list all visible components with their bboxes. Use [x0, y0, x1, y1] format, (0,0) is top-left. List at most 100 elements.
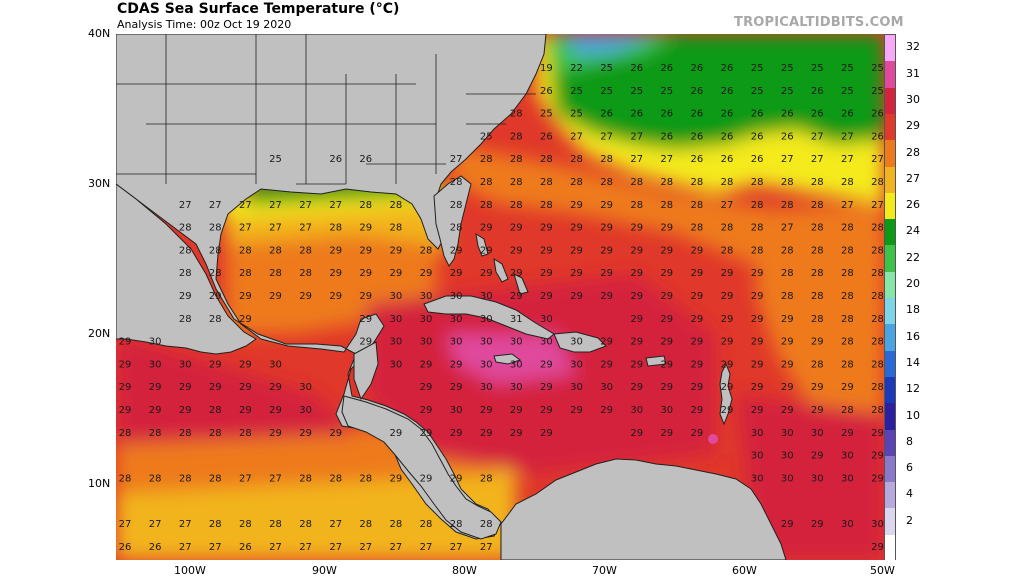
sst-value: 29 — [149, 405, 162, 416]
sst-value: 26 — [691, 109, 704, 120]
sst-value: 29 — [660, 245, 673, 256]
sst-value: 29 — [660, 359, 673, 370]
sst-value: 29 — [390, 428, 403, 439]
hispaniola — [553, 331, 607, 353]
sst-value: 30 — [390, 337, 403, 348]
colorbar-label: 10 — [906, 408, 920, 422]
sst-value: 30 — [811, 473, 824, 484]
colorbar-segment — [885, 35, 895, 62]
sst-value: 29 — [871, 473, 884, 484]
sst-value: 30 — [450, 337, 463, 348]
sst-value: 28 — [691, 200, 704, 211]
sst-value: 30 — [420, 337, 433, 348]
sst-value: 28 — [239, 428, 252, 439]
colorbar-segment — [885, 376, 895, 404]
colorbar-label: 30 — [906, 92, 920, 106]
sst-value: 29 — [329, 291, 342, 302]
sst-value: 29 — [570, 291, 583, 302]
sst-value: 28 — [209, 405, 222, 416]
sst-value: 29 — [751, 382, 764, 393]
sst-value: 27 — [269, 200, 282, 211]
sst-value: 29 — [269, 405, 282, 416]
sst-value: 27 — [269, 223, 282, 234]
hot-spot — [708, 434, 718, 444]
sst-value: 28 — [239, 268, 252, 279]
sst-value: 25 — [781, 63, 794, 74]
sst-value: 29 — [390, 268, 403, 279]
sst-value: 29 — [329, 428, 342, 439]
sst-value: 28 — [239, 519, 252, 530]
sst-value: 28 — [841, 405, 854, 416]
sst-value: 28 — [871, 291, 884, 302]
sst-value: 29 — [691, 245, 704, 256]
sst-value: 28 — [781, 291, 794, 302]
sst-value: 28 — [630, 200, 643, 211]
sst-value: 25 — [841, 86, 854, 97]
sst-value: 28 — [751, 223, 764, 234]
sst-value: 29 — [540, 245, 553, 256]
sst-value: 29 — [450, 473, 463, 484]
colorbar-segment — [885, 350, 895, 378]
sst-value: 28 — [480, 200, 493, 211]
sst-value: 26 — [871, 109, 884, 120]
sst-value: 26 — [721, 154, 734, 165]
sst-value: 30 — [510, 382, 523, 393]
sst-value: 29 — [630, 291, 643, 302]
sst-value: 28 — [570, 154, 583, 165]
sst-value: 26 — [721, 86, 734, 97]
sst-value: 29 — [510, 245, 523, 256]
colorbar-label: 26 — [906, 198, 920, 212]
sst-value: 28 — [480, 154, 493, 165]
sst-value: 28 — [299, 245, 312, 256]
sst-value: 31 — [510, 314, 523, 325]
sst-value: 27 — [299, 223, 312, 234]
sst-value: 28 — [540, 154, 553, 165]
sst-value: 27 — [841, 154, 854, 165]
sst-value: 29 — [239, 382, 252, 393]
sst-value: 30 — [480, 382, 493, 393]
sst-value: 28 — [781, 268, 794, 279]
sst-value: 26 — [811, 109, 824, 120]
sst-value: 29 — [420, 359, 433, 370]
sst-value: 29 — [480, 428, 493, 439]
sst-value: 28 — [179, 428, 192, 439]
sst-value: 28 — [751, 245, 764, 256]
analysis-time: Analysis Time: 00z Oct 19 2020 — [117, 18, 292, 31]
sst-value: 27 — [269, 542, 282, 553]
sst-value: 30 — [841, 519, 854, 530]
sst-value: 29 — [600, 200, 613, 211]
colorbar-label: 28 — [906, 145, 920, 159]
sst-value: 26 — [630, 63, 643, 74]
sst-value: 27 — [450, 154, 463, 165]
sst-value: 29 — [420, 268, 433, 279]
sst-value: 30 — [450, 405, 463, 416]
sst-value: 29 — [691, 291, 704, 302]
sst-value: 30 — [149, 359, 162, 370]
colorbar-label: 8 — [906, 434, 913, 448]
colorbar-segment — [885, 324, 895, 352]
colorbar-label: 16 — [906, 329, 920, 343]
sst-value: 29 — [751, 405, 764, 416]
sst-value: 25 — [660, 86, 673, 97]
sst-value: 29 — [660, 382, 673, 393]
sst-value: 29 — [841, 382, 854, 393]
sst-value: 27 — [179, 542, 192, 553]
sst-value: 28 — [871, 268, 884, 279]
sst-value: 30 — [269, 359, 282, 370]
sst-value: 29 — [811, 382, 824, 393]
sst-value: 29 — [600, 245, 613, 256]
sst-value: 29 — [660, 314, 673, 325]
sst-value: 29 — [630, 223, 643, 234]
sst-field — [116, 34, 884, 560]
sst-value: 27 — [149, 519, 162, 530]
sst-value: 28 — [841, 177, 854, 188]
sst-value: 30 — [630, 405, 643, 416]
sst-value: 29 — [420, 428, 433, 439]
sst-value: 28 — [781, 200, 794, 211]
colorbar-label: 27 — [906, 171, 920, 185]
sst-value: 29 — [269, 291, 282, 302]
sst-value: 29 — [751, 337, 764, 348]
sst-value: 29 — [811, 451, 824, 462]
sst-value: 29 — [119, 382, 132, 393]
sst-value: 28 — [691, 223, 704, 234]
